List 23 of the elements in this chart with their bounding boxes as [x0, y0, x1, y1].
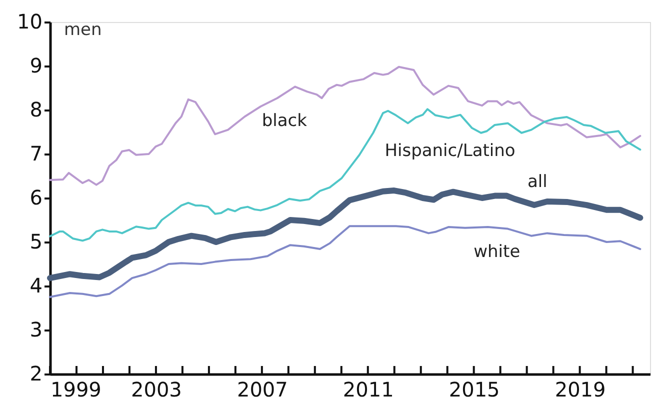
x-tick-label: 2007 — [236, 378, 288, 402]
y-tick-label: 8 — [30, 98, 42, 122]
series-label: Hispanic/Latino — [384, 140, 516, 161]
y-axis-title: men — [64, 20, 102, 40]
y-tick-label: 4 — [30, 274, 42, 298]
x-tick-label: 2003 — [131, 378, 182, 402]
y-tick-label: 3 — [30, 318, 42, 342]
y-tick-label: 2 — [30, 362, 42, 386]
x-tick-label: 1999 — [50, 378, 102, 402]
x-tick-label: 2019 — [554, 378, 606, 402]
series-label: black — [262, 111, 308, 131]
series-label: white — [474, 242, 520, 262]
series-label: all — [527, 172, 548, 192]
x-tick-label: 2011 — [342, 378, 394, 402]
y-tick-label: 9 — [30, 54, 42, 78]
y-tick-label: 10 — [17, 10, 42, 34]
line-series — [49, 66, 642, 186]
x-tick-label: 2015 — [448, 378, 500, 402]
y-tick-label: 7 — [30, 142, 42, 166]
line-series — [49, 108, 642, 242]
line-series — [49, 225, 642, 298]
y-tick-label: 5 — [30, 230, 42, 254]
y-tick-label: 6 — [30, 186, 42, 210]
